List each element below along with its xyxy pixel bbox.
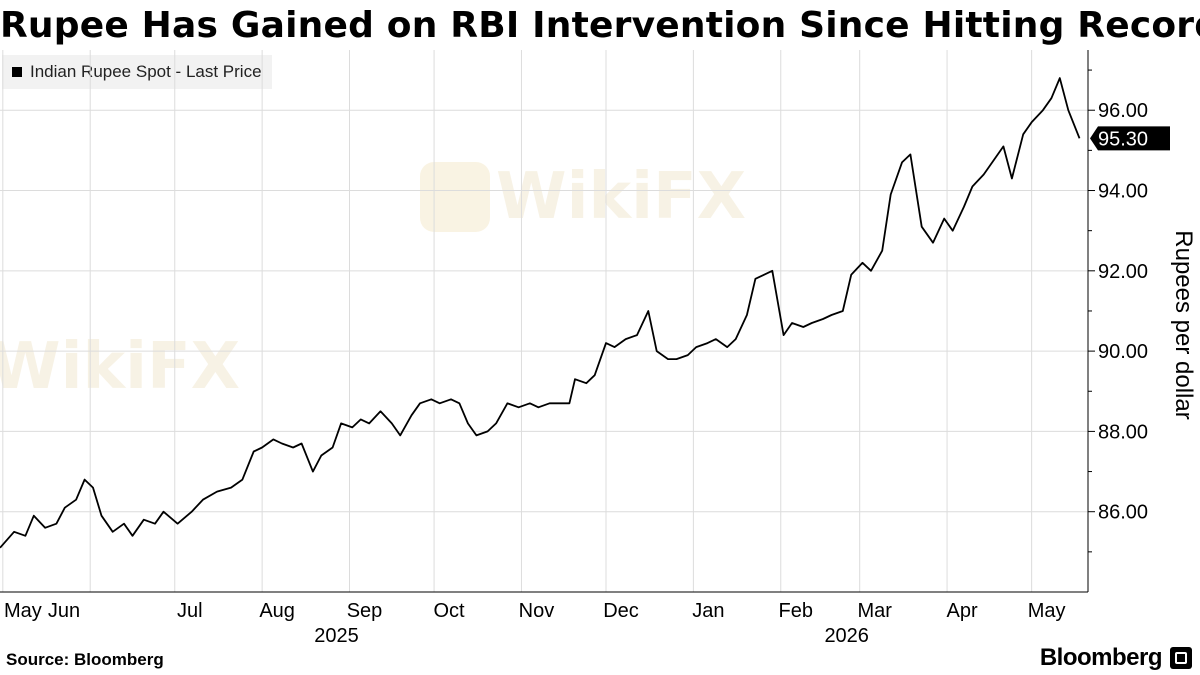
y-axis-title: Rupees per dollar — [1170, 230, 1197, 419]
y-tick-label: 92.00 — [1098, 261, 1148, 283]
x-tick-label: Feb — [779, 600, 813, 622]
source-note: Source: Bloomberg — [6, 650, 164, 669]
x-tick-label: Jul — [177, 600, 203, 622]
legend: Indian Rupee Spot - Last Price — [2, 55, 272, 89]
brand-logo: Bloomberg — [1040, 644, 1192, 672]
chart-title: Rupee Has Gained on RBI Intervention Sin… — [0, 5, 1200, 46]
x-tick-label: Dec — [603, 600, 639, 622]
y-tick-label: 90.00 — [1098, 341, 1148, 363]
legend-swatch — [12, 67, 22, 77]
x-tick-label: Nov — [519, 600, 555, 622]
x-tick-label: Oct — [434, 600, 466, 622]
brand-text: Bloomberg — [1039, 644, 1163, 671]
bloomberg-terminal-icon — [1170, 647, 1192, 669]
x-tick-label: Sep — [347, 600, 383, 622]
x-tick-label: May — [1028, 600, 1066, 622]
series-line — [0, 77, 1081, 549]
x-tick-label: Apr — [947, 600, 978, 622]
y-tick-label: 96.00 — [1098, 100, 1148, 122]
y-tick-label: 86.00 — [1098, 502, 1148, 524]
x-tick-label: Jun — [48, 600, 80, 622]
y-tick-label: 94.00 — [1098, 181, 1148, 203]
x-tick-label: May — [4, 600, 42, 622]
x-tick-label: Mar — [857, 600, 892, 622]
last-value-badge — [1090, 126, 1170, 151]
x-tick-label: Jan — [692, 600, 724, 622]
x-year-label: 2025 — [314, 625, 359, 647]
legend-label: Indian Rupee Spot - Last Price — [30, 62, 262, 81]
last-value-label: 95.30 — [1098, 128, 1148, 150]
x-tick-label: Aug — [259, 600, 295, 622]
y-tick-label: 88.00 — [1098, 421, 1148, 443]
x-year-label: 2026 — [824, 625, 869, 647]
